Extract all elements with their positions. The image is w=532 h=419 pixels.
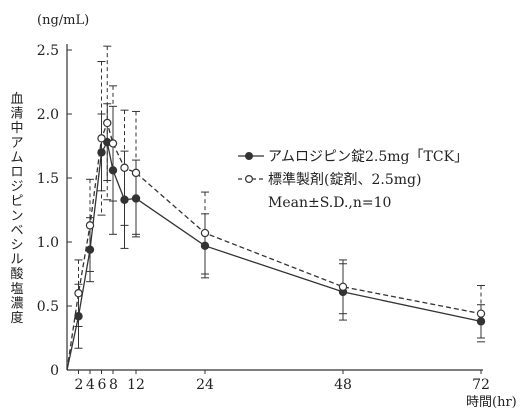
data-point: [120, 163, 129, 172]
y-axis-label-char: 度: [10, 310, 23, 326]
legend-swatch-marker: [245, 152, 254, 161]
x-axis-label: 時間(hr): [466, 395, 517, 410]
x-tick-label: 2: [75, 377, 83, 393]
y-tick-label: 0.5: [37, 299, 59, 315]
y-tick-label: 1.0: [37, 235, 59, 251]
data-point: [97, 134, 106, 143]
legend-swatch-marker: [245, 175, 254, 184]
data-point: [103, 118, 112, 128]
x-tick-label: 4: [86, 377, 95, 393]
series-line: [66, 120, 482, 371]
series-layer: [66, 45, 486, 371]
x-tick-label: 12: [127, 377, 145, 393]
y-tick-label: 1.5: [37, 171, 59, 187]
data-point: [200, 228, 210, 238]
y-axis-label-char: 血: [10, 92, 23, 107]
y-axis-label-char: シ: [10, 238, 23, 253]
y-axis-label-char: ア: [10, 136, 23, 151]
data-point: [476, 309, 486, 318]
y-axis-label-char: ロ: [10, 165, 23, 180]
data-point: [108, 139, 118, 148]
data-point: [85, 221, 95, 230]
x-tick-label: 72: [472, 377, 490, 393]
y-axis-label-char: 濃: [10, 296, 23, 311]
x-tick-label: 6: [98, 377, 107, 393]
y-tick-label: 2.0: [37, 107, 59, 123]
data-point: [131, 168, 141, 178]
legend-label: 標準製剤(錠剤、2.5mg): [268, 172, 421, 188]
y-axis-label-char: ン: [10, 209, 23, 224]
legend: アムロジピン錠2.5mg「TCK」標準製剤(錠剤、2.5mg) Mean±S.D.…: [238, 149, 468, 211]
text-layer: (ng/mL) 時間(hr) 00.51.01.52.02.52 4 6 8 12 24 4…: [10, 13, 516, 410]
y-axis-label-char: 塩: [10, 282, 23, 297]
axes-layer: [66, 44, 483, 374]
y-axis-label-char: ル: [10, 253, 23, 268]
y-axis-label-char: 清: [10, 107, 23, 122]
legend-label: アムロジピン錠2.5mg「TCK」: [268, 149, 468, 165]
data-point: [74, 289, 83, 298]
x-tick-label: 48: [334, 377, 352, 393]
y-unit-label: (ng/mL): [37, 13, 89, 28]
legend-note: Mean±S.D.,n=10: [268, 195, 391, 211]
series-1: [66, 103, 486, 371]
y-axis-label-char: ピ: [10, 194, 23, 209]
y-axis-label-char: 中: [10, 121, 23, 136]
y-axis-label-char: ベ: [10, 223, 23, 238]
x-tick-label: 24: [196, 377, 214, 393]
y-tick-label: 0: [50, 363, 59, 379]
x-tick-label: 8: [109, 377, 117, 393]
y-axis-label-char: 酸: [10, 267, 23, 282]
y-axis-label-char: ジ: [10, 180, 23, 195]
data-point: [338, 282, 348, 291]
y-axis-label-char: ム: [10, 150, 23, 165]
series-2: [66, 45, 486, 371]
y-tick-label: 2.5: [37, 43, 59, 59]
